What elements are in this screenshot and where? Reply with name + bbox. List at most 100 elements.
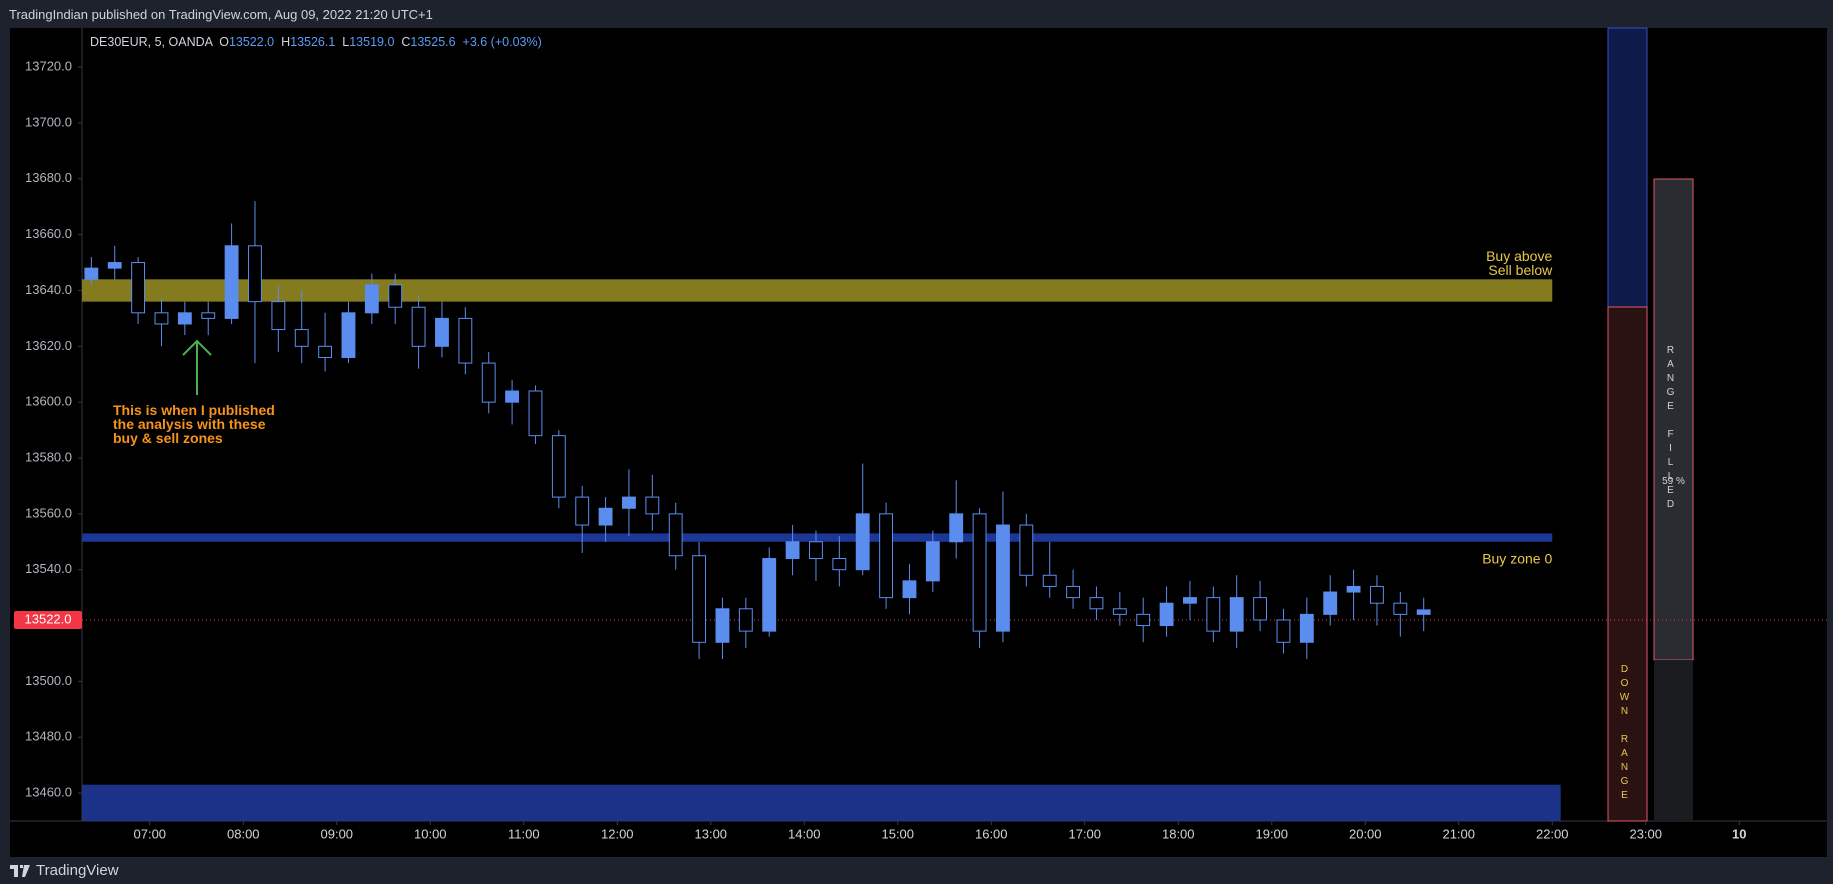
x-tick-label: 21:00 (1442, 826, 1475, 841)
legend-value: 13525.6 (410, 35, 456, 49)
candle-body (1206, 597, 1221, 632)
y-tick-label: 13580.0 (25, 449, 72, 464)
legend-change: +3.6 (+0.03%) (462, 35, 542, 49)
candle-body (154, 312, 169, 325)
x-tick-label: 19:00 (1255, 826, 1288, 841)
candle-body (1416, 609, 1431, 615)
footer-brand: TradingView (36, 862, 119, 879)
x-tick-label: 11:00 (508, 826, 540, 841)
candle-body (1393, 602, 1408, 615)
logo (10, 864, 30, 877)
candle-body (435, 317, 449, 347)
candle-body (809, 541, 823, 560)
candle-body (318, 345, 333, 358)
candle-body (1346, 585, 1361, 593)
candle-body (224, 245, 239, 319)
annotation-line: the analysis with these (113, 416, 266, 432)
candle-body (271, 301, 286, 331)
x-tick-label: 12:00 (601, 826, 634, 841)
x-tick-label: 10 (1732, 826, 1746, 841)
y-tick-label: 13720.0 (25, 59, 72, 74)
legend-value: 13522.0 (228, 35, 275, 49)
x-tick-label: 15:00 (881, 826, 914, 841)
candle-body (131, 262, 146, 314)
footer: TradingView (10, 857, 119, 884)
candle-body (481, 362, 496, 403)
legend-key: H (281, 35, 291, 49)
candle-body (972, 513, 987, 632)
candle-body (1299, 613, 1314, 643)
candle-body (551, 435, 566, 498)
candle-body (248, 245, 262, 303)
candle-body (925, 541, 940, 582)
candle-body (949, 513, 964, 543)
candle-body (341, 312, 356, 358)
candle-body (411, 306, 426, 347)
range-down-bar (1607, 306, 1648, 822)
x-tick-label: 13:00 (695, 826, 728, 841)
candle-body (528, 390, 543, 437)
y-tick-label: 13660.0 (25, 226, 72, 241)
y-tick-label: 13480.0 (25, 729, 72, 744)
y-tick-label: 13620.0 (25, 338, 72, 353)
last-price-box (14, 610, 82, 629)
candle-body (738, 608, 753, 632)
candle-body (692, 555, 707, 643)
x-tick-label: 08:00 (227, 826, 260, 841)
range-up-bar (1607, 27, 1648, 308)
candle-body (1042, 574, 1057, 587)
x-tick-label: 23:00 (1629, 826, 1662, 841)
last-price-label: 13522.0 (25, 611, 72, 626)
zone (82, 533, 1553, 542)
y-tick-label: 13460.0 (25, 785, 72, 800)
candle-body (1089, 597, 1104, 610)
zone-label: Buy zone 0 (1482, 550, 1552, 566)
candle-body (1183, 597, 1197, 604)
candle-body (505, 390, 520, 403)
candle-body (902, 580, 917, 599)
y-tick-label: 13600.0 (25, 394, 72, 409)
zone (82, 784, 1561, 821)
candle-body (879, 513, 894, 599)
legend-key: C (401, 35, 411, 49)
range-empty-bar (1654, 660, 1693, 821)
candle-body (1019, 524, 1034, 576)
chart-bg (10, 28, 1827, 857)
annotation: This is when I published the analysis wit… (113, 403, 275, 445)
candle-body (294, 329, 309, 347)
candle-body (107, 262, 122, 269)
range-filled-bar (1653, 178, 1694, 661)
range-filled-label: RANGE FILLED (1665, 345, 1676, 513)
candle-body (388, 284, 403, 308)
candle-body (715, 608, 730, 643)
candle-body (575, 496, 590, 526)
candle-body (1276, 619, 1291, 643)
candle-body (1253, 597, 1268, 621)
candle-body (1136, 613, 1151, 627)
x-tick-label: 20:00 (1349, 826, 1382, 841)
down-range-label: DOWN RANGE (1619, 664, 1630, 804)
candle-body (762, 558, 777, 632)
range-filled-pct: 59 % (1662, 476, 1685, 487)
y-tick-label: 13500.0 (25, 673, 72, 688)
legend-value: 13526.1 (290, 35, 336, 49)
candle-body (1066, 585, 1081, 599)
candle-body (364, 284, 379, 314)
zone (82, 279, 1553, 302)
legend-value: 13519.0 (349, 35, 395, 49)
candle-body (622, 496, 636, 509)
legend-symbol: DE30EUR, 5, OANDA (90, 35, 213, 49)
candle-body (201, 312, 216, 319)
candle-body (645, 496, 660, 515)
y-tick-label: 13560.0 (25, 505, 72, 520)
legend: DE30EUR, 5, OANDA O13522.0 H13526.1 L135… (90, 35, 542, 49)
publish-info: TradingIndian published on TradingView.c… (9, 7, 433, 22)
candle-body (84, 267, 99, 280)
arrow-head (182, 339, 212, 356)
y-tick-label: 13640.0 (25, 282, 72, 297)
x-tick-label: 14:00 (788, 826, 821, 841)
candle-body (785, 541, 800, 560)
zone-label: Buy above (1486, 248, 1552, 264)
